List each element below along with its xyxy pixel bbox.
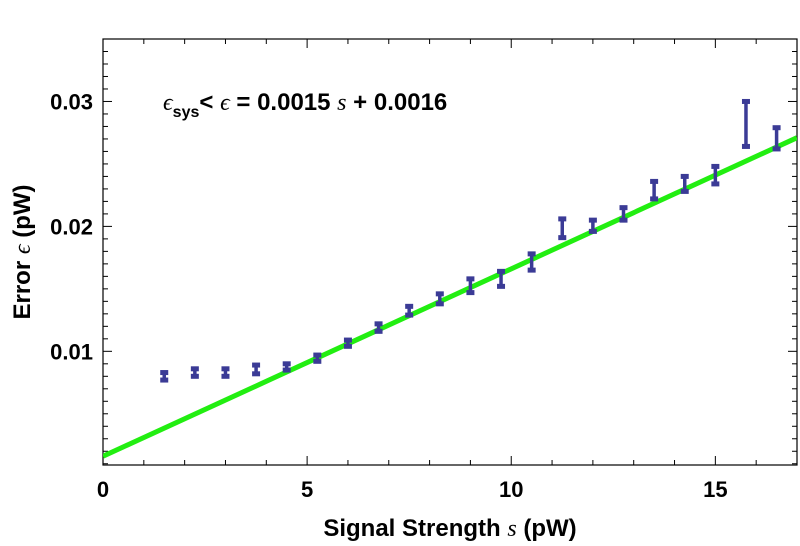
error-bar-cap-bottom [374, 328, 383, 334]
y-axis-title-symbol: ϵ [10, 243, 36, 254]
error-bar-cap-top [190, 366, 199, 372]
error-bar [190, 366, 199, 379]
error-bar [405, 303, 414, 318]
y-tick-label: 0.03 [50, 89, 93, 114]
x-tick-label: 5 [301, 477, 313, 502]
error-bar-cap-bottom [435, 301, 444, 307]
error-bar-cap-top [558, 216, 567, 222]
y-axis-title: Error ϵ (pW) [9, 185, 36, 320]
y-tick-label: 0.02 [50, 214, 93, 239]
error-bar-cap-top [711, 163, 720, 169]
error-bar [466, 276, 475, 296]
error-bar-cap-top [160, 370, 169, 376]
error-bar-cap-top [374, 321, 383, 327]
error-bar-cap-top [282, 361, 291, 367]
error-bar [497, 268, 506, 289]
y-axis-title-suffix: (pW) [9, 185, 36, 245]
error-bar [343, 337, 352, 349]
error-bar-cap-bottom [343, 343, 352, 349]
x-tick-label: 15 [703, 477, 727, 502]
error-bar [772, 125, 781, 152]
error-bar-cap-top [497, 268, 506, 274]
error-bar [160, 370, 169, 383]
error-bar [558, 216, 567, 241]
error-bar [680, 173, 689, 194]
error-bar-cap-bottom [405, 312, 414, 318]
annotation-epsilon-2: ϵ [220, 90, 231, 116]
error-bar [619, 205, 628, 223]
plot-frame [102, 38, 798, 466]
error-bar-cap-top [343, 337, 352, 343]
x-tick-label: 0 [97, 477, 109, 502]
error-bar-cap-top [313, 352, 322, 358]
error-bar-cap-top [680, 173, 689, 179]
error-bar-cap-top [741, 98, 750, 104]
error-bar [374, 321, 383, 334]
error-bar [252, 362, 261, 377]
annotation-eq: = 0.0015 [230, 89, 337, 116]
error-bar-cap-top [650, 178, 659, 184]
x-axis-title-symbol: s [507, 516, 516, 542]
fit-line [103, 135, 797, 459]
error-bar-cap-bottom [650, 196, 659, 202]
error-bar-series [160, 98, 781, 383]
error-bar-cap-bottom [588, 228, 597, 234]
annotation-lt: < [199, 89, 220, 116]
annotation-s: s [337, 90, 346, 116]
annotation-subscript: sys [173, 104, 200, 121]
error-bar-cap-bottom [772, 146, 781, 152]
error-bar-cap-bottom [221, 373, 230, 379]
error-bar-cap-bottom [313, 358, 322, 364]
annotation-epsilon: ϵ [163, 90, 174, 116]
error-bar-cap-bottom [160, 377, 169, 383]
error-bar [711, 163, 720, 187]
x-axis-title-prefix: Signal Strength [323, 515, 507, 542]
x-axis-title-suffix: (pW) [517, 515, 577, 542]
error-bar-cap-bottom [252, 371, 261, 377]
error-bar-cap-bottom [558, 235, 567, 241]
error-bar-cap-bottom [680, 188, 689, 194]
error-bar-cap-top [772, 125, 781, 131]
error-bar [313, 352, 322, 364]
error-bar-cap-bottom [282, 367, 291, 373]
error-bar-cap-bottom [466, 290, 475, 296]
error-bar [221, 366, 230, 379]
error-bar-cap-top [466, 276, 475, 282]
error-bar-cap-bottom [711, 181, 720, 187]
error-bar-cap-bottom [741, 143, 750, 149]
error-bar-cap-bottom [619, 217, 628, 223]
error-bar-cap-top [527, 251, 536, 257]
error-bar [741, 98, 750, 149]
y-tick-label: 0.01 [50, 339, 93, 364]
error-bar-cap-top [588, 217, 597, 223]
y-ticks: 0.01 0.02 0.03 [50, 50, 797, 465]
error-bar [435, 291, 444, 307]
error-bar-cap-top [619, 205, 628, 211]
error-bar-cap-bottom [190, 373, 199, 379]
annotation-tail: + 0.0016 [347, 89, 448, 116]
error-bar [282, 361, 291, 373]
error-bar-cap-top [221, 366, 230, 372]
y-axis-title-prefix: Error [9, 254, 36, 319]
error-bar [588, 217, 597, 234]
error-bar-cap-bottom [527, 267, 536, 273]
annotation: ϵsys< ϵ = 0.0015 s + 0.0016 [163, 89, 447, 121]
error-bar [527, 251, 536, 273]
error-bar-cap-top [252, 362, 261, 368]
error-bar-cap-top [435, 291, 444, 297]
error-bar [650, 178, 659, 202]
error-bar-cap-top [405, 303, 414, 309]
x-axis-title: Signal Strength s (pW) [323, 515, 576, 542]
x-tick-label: 10 [499, 477, 523, 502]
error-bar-cap-bottom [497, 283, 506, 289]
x-ticks: 0 5 10 15 [97, 39, 798, 502]
